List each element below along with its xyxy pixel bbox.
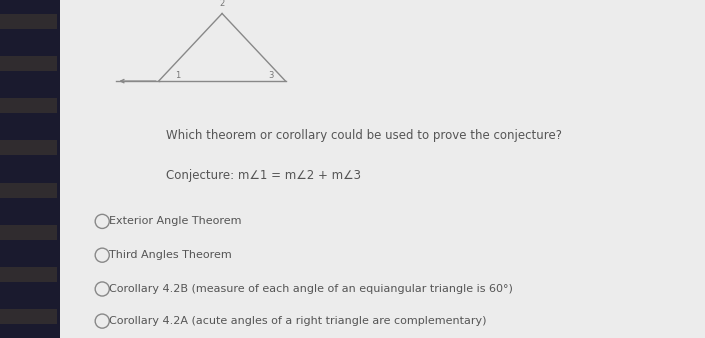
Text: 2: 2 bbox=[219, 0, 225, 8]
Bar bbox=[0, 98, 57, 113]
Bar bbox=[0, 309, 57, 324]
Bar bbox=[0, 183, 57, 198]
Bar bbox=[0, 267, 57, 282]
Bar bbox=[0, 225, 57, 240]
Text: Third Angles Theorem: Third Angles Theorem bbox=[109, 250, 232, 260]
Text: Which theorem or corollary could be used to prove the conjecture?: Which theorem or corollary could be used… bbox=[166, 129, 562, 142]
Bar bbox=[0, 14, 57, 29]
Text: Corollary 4.2B (measure of each angle of an equiangular triangle is 60°): Corollary 4.2B (measure of each angle of… bbox=[109, 284, 513, 294]
Bar bbox=[0, 140, 57, 155]
FancyBboxPatch shape bbox=[60, 0, 705, 338]
Text: 3: 3 bbox=[268, 71, 274, 80]
Text: Corollary 4.2A (acute angles of a right triangle are complementary): Corollary 4.2A (acute angles of a right … bbox=[109, 316, 486, 326]
Text: Exterior Angle Theorem: Exterior Angle Theorem bbox=[109, 216, 242, 226]
Bar bbox=[0, 0, 60, 338]
Text: 1: 1 bbox=[175, 71, 180, 80]
Text: Conjecture: m∠1 = m∠2 + m∠3: Conjecture: m∠1 = m∠2 + m∠3 bbox=[166, 169, 361, 182]
Bar bbox=[0, 56, 57, 71]
